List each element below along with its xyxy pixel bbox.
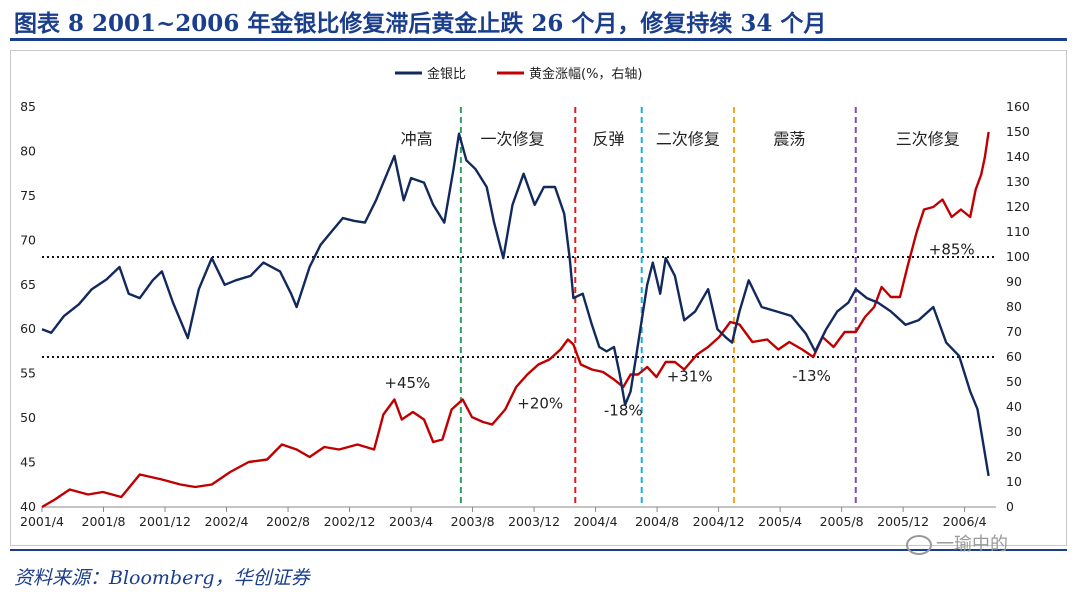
return-annotation: +85% [929,241,975,259]
y-left-tick-label: 80 [20,143,36,158]
y-right-tick-label: 60 [1006,349,1022,364]
y-right-tick-label: 140 [1006,149,1030,164]
chart-frame [10,50,1067,546]
gold-return-line [41,131,990,509]
y-right-tick-label: 90 [1006,274,1022,289]
x-tick-label: 2001/12 [139,514,191,529]
y-right-tick-label: 20 [1006,449,1022,464]
source-note: 资料来源：Bloomberg，华创证券 [14,567,310,589]
return-annotation: +20% [517,394,563,412]
y-left-tick-label: 65 [20,277,36,292]
return-annotation: +45% [384,374,430,392]
y-right-tick-label: 50 [1006,374,1022,389]
x-tick-label: 2005/8 [820,514,864,529]
watermark-text: 一瑜中的 [936,534,1008,555]
y-left-tick-label: 60 [20,321,36,336]
x-tick-label: 2004/4 [574,514,618,529]
phase-label: 三次修复 [896,129,960,148]
y-right-tick-label: 130 [1006,174,1030,189]
y-right-tick-label: 70 [1006,324,1022,339]
gold-silver-ratio-line [41,132,990,477]
x-tick-label: 2005/4 [758,514,802,529]
x-tick-label: 2002/4 [205,514,249,529]
y-left-tick-label: 45 [20,455,36,470]
x-tick-label: 2003/8 [451,514,495,529]
figure-title: 图表 8 2001~2006 年金银比修复滞后黄金止跌 26 个月，修复持续 3… [14,10,827,37]
y-right-tick-label: 100 [1006,249,1030,264]
phase-label: 震荡 [773,129,805,148]
y-left-tick-label: 50 [20,410,36,425]
x-tick-label: 2001/4 [20,514,64,529]
title-divider [10,38,1067,41]
watermark: 一瑜中的 [906,530,1008,556]
phase-label: 冲高 [401,129,433,148]
y-right-tick-label: 0 [1006,499,1014,514]
y-left-tick-label: 70 [20,232,36,247]
footer-divider [10,549,1067,551]
return-annotation: -13% [792,367,831,385]
x-tick-label: 2002/12 [324,514,376,529]
y-right-tick-label: 110 [1006,224,1030,239]
x-tick-label: 2005/12 [877,514,929,529]
x-tick-label: 2002/8 [266,514,310,529]
y-left-tick-label: 40 [20,499,36,514]
y-left-tick-label: 75 [20,188,36,203]
y-right-tick-label: 40 [1006,399,1022,414]
return-annotation: -18% [604,401,643,419]
x-tick-label: 2003/12 [508,514,560,529]
y-right-tick-label: 80 [1006,299,1022,314]
phase-label: 二次修复 [656,129,720,148]
x-tick-label: 2001/8 [82,514,126,529]
phase-label: 一次修复 [481,129,545,148]
y-right-tick-label: 160 [1006,99,1030,114]
x-tick-label: 2003/4 [389,514,433,529]
y-right-tick-label: 30 [1006,424,1022,439]
x-tick-label: 2004/8 [635,514,679,529]
return-annotation: +31% [667,368,713,386]
y-right-tick-label: 150 [1006,124,1030,139]
legend-ratio-label: 金银比 [427,66,466,82]
x-tick-label: 2006/4 [943,514,987,529]
legend: 金银比 黄金涨幅(%，右轴) [395,66,643,82]
wechat-icon [906,535,932,555]
y-right-tick-label: 120 [1006,199,1030,214]
phase-label: 反弹 [592,129,624,148]
y-left-tick-label: 85 [20,99,36,114]
y-right-tick-label: 10 [1006,474,1022,489]
x-tick-label: 2004/12 [693,514,745,529]
legend-gold-label: 黄金涨幅(%，右轴) [529,66,643,82]
y-left-tick-label: 55 [20,366,36,381]
